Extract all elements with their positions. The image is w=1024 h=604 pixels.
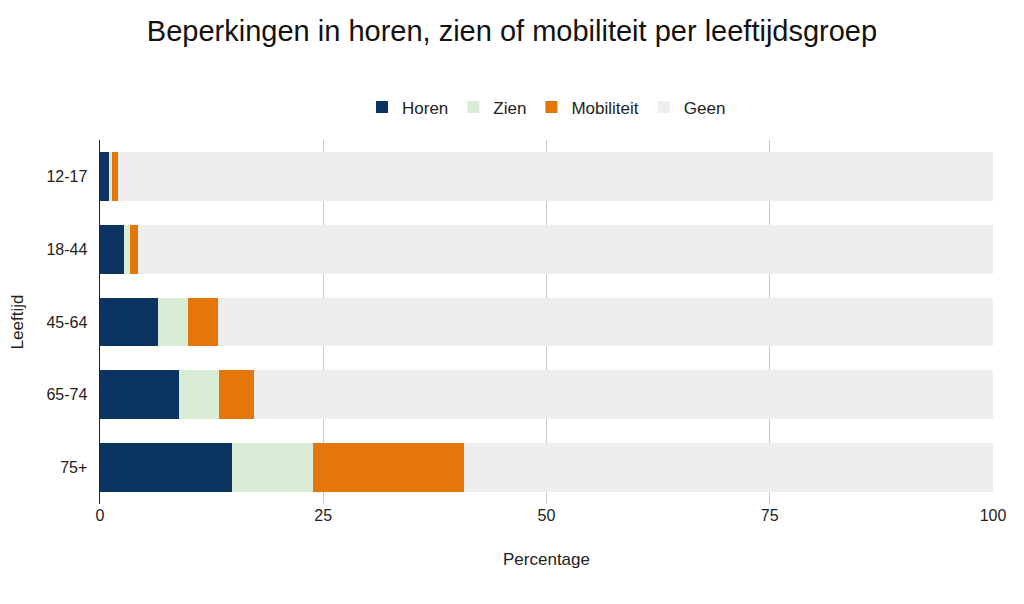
svg-text:65-74: 65-74 — [46, 386, 87, 403]
svg-text:25: 25 — [314, 507, 332, 524]
svg-text:Geen: Geen — [684, 99, 726, 118]
svg-text:50: 50 — [538, 507, 556, 524]
svg-text:Horen: Horen — [402, 99, 448, 118]
svg-text:Leeftijd: Leeftijd — [8, 295, 27, 350]
svg-text:75: 75 — [761, 507, 779, 524]
svg-text:Percentage: Percentage — [503, 550, 590, 569]
svg-text:18-44: 18-44 — [46, 241, 87, 258]
svg-text:75+: 75+ — [60, 459, 87, 476]
svg-text:100: 100 — [980, 507, 1007, 524]
svg-text:45-64: 45-64 — [46, 314, 87, 331]
svg-text:12-17: 12-17 — [46, 168, 87, 185]
svg-text:Mobiliteit: Mobiliteit — [571, 99, 638, 118]
svg-text:Zien: Zien — [493, 99, 526, 118]
svg-text:Beperkingen in horen, zien of: Beperkingen in horen, zien of mobiliteit… — [147, 15, 877, 47]
svg-text:0: 0 — [96, 507, 105, 524]
